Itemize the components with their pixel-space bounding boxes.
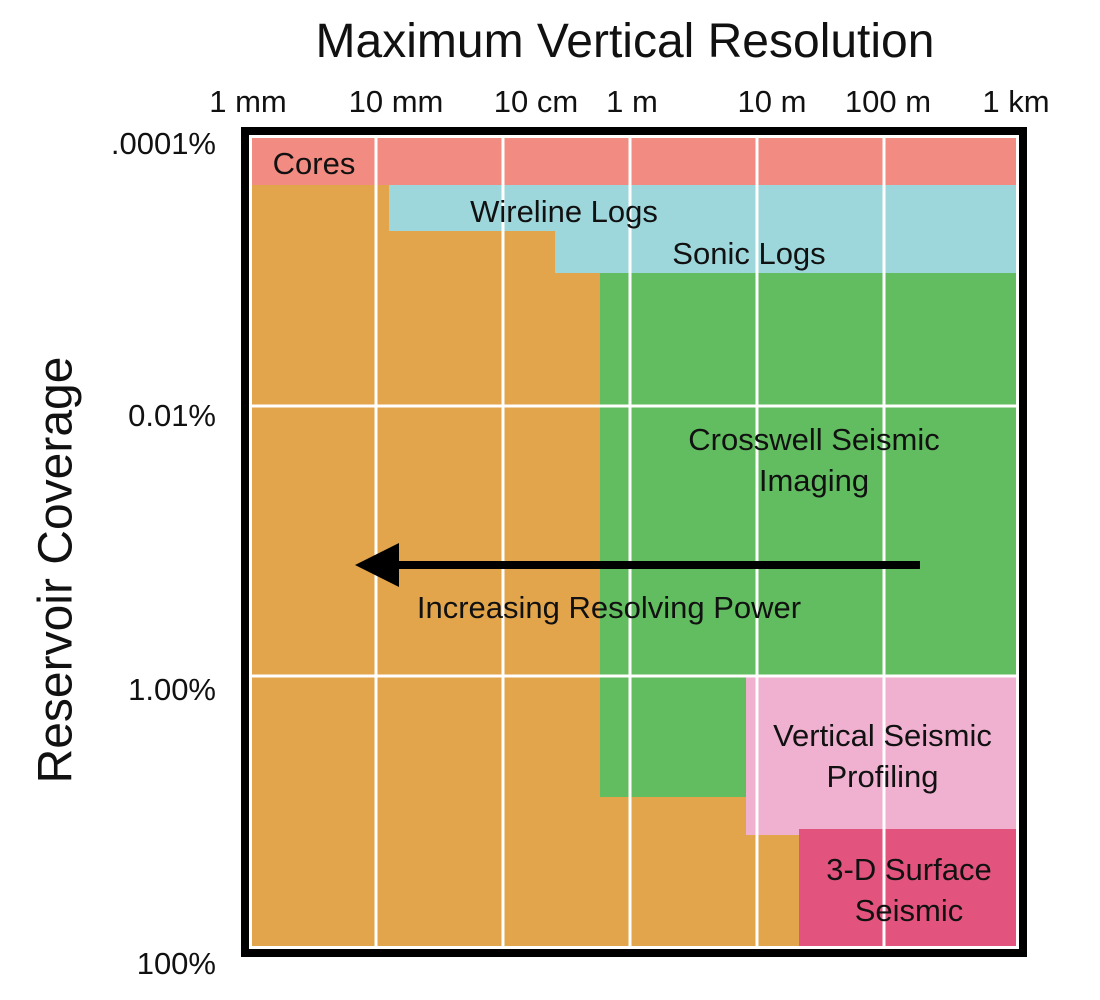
label-sonic-logs: Sonic Logs [672,236,826,271]
y-tick-label: 0.01% [128,398,216,433]
region-crosswell-seismic [600,273,1019,737]
chart-title: Maximum Vertical Resolution [315,15,935,68]
plot-area: Cores Wireline Logs Sonic Logs Crosswell… [241,127,1027,957]
label-crosswell-seismic: Crosswell Seismic Imaging [688,422,940,498]
arrow-label: Increasing Resolving Power [416,590,802,625]
y-tick-label: 100% [136,946,216,981]
x-tick-label: 100 m [844,84,932,119]
x-tick-label: 10 mm [348,84,444,119]
region-sonic-logs [555,231,1019,273]
region-wireline-logs [389,185,1019,231]
x-tick-label: 1 mm [209,84,287,119]
x-tick-label: 10 cm [493,84,579,119]
arrowhead-icon [355,543,399,587]
region-3d-surface-seismic [799,829,1019,949]
x-tick-label: 1 km [982,84,1050,119]
label-wireline-logs: Wireline Logs [470,194,658,229]
label-3d-surface-seismic: 3-D Surface Seismic [826,852,992,928]
y-tick-label: .0001% [110,126,216,161]
plot-svg [249,135,1019,949]
y-axis-title: Reservoir Coverage [29,356,83,784]
label-vertical-seismic-profiling: Vertical Seismic Profiling [773,718,992,794]
gridline-border [249,135,1019,949]
region-crosswell-seismic [600,737,746,797]
label-cores: Cores [272,146,356,181]
x-tick-label: 10 m [737,84,807,119]
x-tick-label: 1 m [606,84,658,119]
y-tick-label: 1.00% [128,672,216,707]
